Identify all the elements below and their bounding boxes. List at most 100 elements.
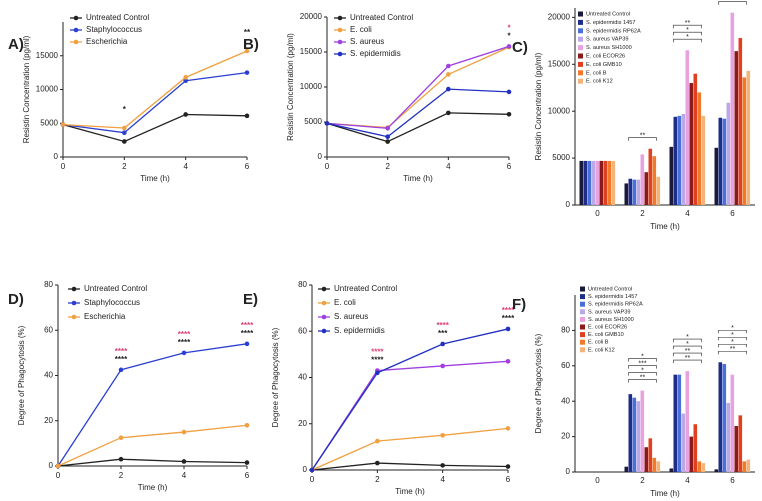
significance: * xyxy=(686,27,689,34)
bar xyxy=(644,172,649,205)
significance-bracket xyxy=(673,24,702,29)
legend-label: S. epidermidis xyxy=(334,326,385,335)
series-line xyxy=(326,45,510,129)
data-point xyxy=(505,464,511,469)
legend-label: S. aureus SH1000 xyxy=(588,317,634,323)
bar xyxy=(603,160,608,205)
significance: * xyxy=(507,24,511,33)
data-point xyxy=(244,48,250,54)
significance: * xyxy=(686,341,689,348)
significance-bracket xyxy=(628,379,657,383)
legend-label: Untreated Control xyxy=(350,13,413,22)
legend-marker xyxy=(337,27,343,33)
bar xyxy=(632,397,637,472)
y-tick-label: 5000 xyxy=(304,117,322,126)
bar xyxy=(624,183,629,205)
legend-marker xyxy=(321,328,327,334)
panel-label: E) xyxy=(243,291,258,308)
significance: **** xyxy=(371,356,384,365)
legend-swatch xyxy=(578,78,583,84)
significance: **** xyxy=(115,347,128,356)
legend-swatch xyxy=(578,36,583,42)
y-tick-label: 15000 xyxy=(36,51,59,60)
bar xyxy=(632,179,637,205)
bar xyxy=(689,436,694,472)
legend-swatch xyxy=(578,19,583,25)
x-tick-label: 2 xyxy=(385,162,390,171)
data-point xyxy=(505,426,511,431)
legend-marker xyxy=(321,286,327,292)
x-tick-label: 6 xyxy=(730,209,735,218)
data-point xyxy=(440,433,445,438)
data-point xyxy=(60,122,66,127)
y-tick-label: 80 xyxy=(561,326,570,335)
data-point xyxy=(446,86,451,92)
legend-label: Untreated Control xyxy=(334,284,397,293)
bar xyxy=(714,147,719,205)
bar xyxy=(611,160,616,205)
data-point xyxy=(244,460,250,465)
x-tick-label: 2 xyxy=(375,475,380,484)
x-tick-label: 6 xyxy=(245,471,250,480)
legend-swatch xyxy=(578,11,583,17)
x-tick-label: 0 xyxy=(595,209,600,218)
y-tick-label: 20000 xyxy=(300,12,323,21)
legend-marker xyxy=(73,27,79,33)
bar xyxy=(742,461,747,472)
x-tick-label: 6 xyxy=(507,162,512,171)
bar xyxy=(628,178,633,205)
data-point xyxy=(244,341,250,347)
significance-bracket xyxy=(628,372,657,376)
x-tick-label: 2 xyxy=(640,209,645,218)
legend-label: E. coli K12 xyxy=(588,347,615,353)
bar xyxy=(701,115,706,205)
legend-label: S. aureus VAP39 xyxy=(588,309,631,315)
legend-swatch xyxy=(578,28,583,34)
significance: * xyxy=(641,353,644,360)
bar xyxy=(652,457,657,472)
bar xyxy=(673,116,678,205)
significance: * xyxy=(686,34,689,41)
y-axis-title: Degree of Phagocytosis (%) xyxy=(271,327,280,427)
x-tick-label: 0 xyxy=(325,162,330,171)
series-line xyxy=(57,424,248,467)
x-tick-label: 0 xyxy=(595,476,600,485)
x-axis-title: Time (h) xyxy=(403,174,433,183)
legend-label: S. aureus VAP39 xyxy=(586,37,629,43)
y-tick-label: 40 xyxy=(298,373,307,382)
series-line xyxy=(326,112,510,143)
legend-label: S. epidermidis RP62A xyxy=(588,302,643,308)
legend-label: S. aureus xyxy=(350,37,384,46)
data-point xyxy=(181,429,187,435)
data-point xyxy=(385,139,390,144)
significance: ** xyxy=(640,133,646,140)
significance-bracket xyxy=(673,352,702,357)
legend-swatch xyxy=(580,339,585,345)
significance-bracket xyxy=(673,359,702,364)
legend-swatch xyxy=(580,309,585,315)
significance-bracket xyxy=(718,343,747,348)
significance: ** xyxy=(640,374,646,381)
y-tick-label: 0 xyxy=(566,200,571,209)
bar xyxy=(587,160,592,205)
significance: ** xyxy=(685,355,691,362)
y-tick-label: 40 xyxy=(44,371,53,380)
y-axis-title: Resistin Concentration (pg/ml) xyxy=(534,52,543,160)
bar xyxy=(742,77,747,205)
significance: **** xyxy=(178,330,191,339)
data-point xyxy=(55,463,61,469)
series-line xyxy=(311,427,509,471)
x-tick-label: 4 xyxy=(446,162,451,171)
significance-bracket xyxy=(718,350,747,355)
legend-label: S. epidermidis xyxy=(350,49,401,58)
bar xyxy=(628,394,633,472)
y-tick-label: 60 xyxy=(44,325,53,334)
legend-marker xyxy=(71,314,77,320)
data-point xyxy=(244,70,250,75)
legend-swatch xyxy=(580,286,585,292)
bar xyxy=(722,364,727,472)
series-line xyxy=(326,46,510,129)
significance-bracket xyxy=(718,336,747,341)
data-point xyxy=(506,44,512,49)
